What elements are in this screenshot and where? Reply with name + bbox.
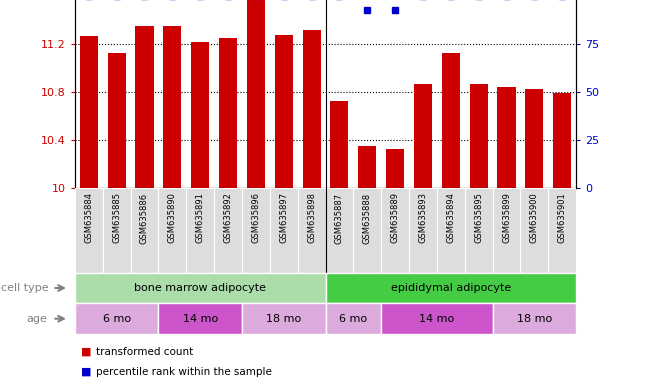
Bar: [520, 188, 548, 273]
Bar: [326, 188, 353, 273]
Bar: [163, 26, 182, 188]
Bar: [358, 146, 376, 188]
Text: 18 mo: 18 mo: [266, 314, 301, 324]
Bar: [79, 36, 98, 188]
Text: cell type: cell type: [1, 283, 48, 293]
Bar: [469, 84, 488, 188]
Bar: [326, 273, 576, 303]
Bar: [75, 303, 158, 334]
Text: GSM635901: GSM635901: [558, 192, 567, 243]
Text: GSM635888: GSM635888: [363, 192, 372, 243]
Bar: [219, 38, 237, 188]
Bar: [75, 273, 326, 303]
Text: GSM635886: GSM635886: [140, 192, 149, 243]
Text: ■: ■: [81, 346, 92, 357]
Text: GSM635894: GSM635894: [447, 192, 455, 243]
Bar: [437, 188, 465, 273]
Bar: [186, 188, 214, 273]
Text: epididymal adipocyte: epididymal adipocyte: [391, 283, 511, 293]
Text: percentile rank within the sample: percentile rank within the sample: [96, 366, 271, 377]
Text: 6 mo: 6 mo: [103, 314, 131, 324]
Bar: [242, 303, 326, 334]
Bar: [553, 93, 572, 188]
Text: GSM635900: GSM635900: [530, 192, 539, 243]
Text: GSM635896: GSM635896: [251, 192, 260, 243]
Bar: [158, 188, 186, 273]
Bar: [525, 89, 544, 188]
Bar: [303, 30, 321, 188]
Bar: [191, 42, 209, 188]
Text: age: age: [26, 314, 47, 324]
Text: GSM635885: GSM635885: [112, 192, 121, 243]
Bar: [493, 188, 520, 273]
Bar: [298, 188, 326, 273]
Bar: [353, 188, 381, 273]
Bar: [247, 0, 265, 188]
Text: GSM635899: GSM635899: [502, 192, 511, 243]
Bar: [497, 87, 516, 188]
Bar: [242, 188, 270, 273]
Bar: [381, 303, 493, 334]
Bar: [330, 101, 348, 188]
Bar: [270, 188, 298, 273]
Text: 18 mo: 18 mo: [517, 314, 552, 324]
Text: GSM635892: GSM635892: [223, 192, 232, 243]
Text: 6 mo: 6 mo: [339, 314, 367, 324]
Bar: [214, 188, 242, 273]
Bar: [442, 53, 460, 188]
Text: GSM635895: GSM635895: [474, 192, 483, 243]
Bar: [135, 26, 154, 188]
Text: GSM635891: GSM635891: [196, 192, 204, 243]
Bar: [465, 188, 493, 273]
Bar: [103, 188, 131, 273]
Text: bone marrow adipocyte: bone marrow adipocyte: [134, 283, 266, 293]
Text: GSM635887: GSM635887: [335, 192, 344, 243]
Text: 14 mo: 14 mo: [182, 314, 218, 324]
Bar: [386, 149, 404, 188]
Bar: [548, 188, 576, 273]
Bar: [158, 303, 242, 334]
Text: 14 mo: 14 mo: [419, 314, 454, 324]
Bar: [107, 53, 126, 188]
Text: GSM635893: GSM635893: [419, 192, 428, 243]
Bar: [131, 188, 158, 273]
Text: ■: ■: [81, 366, 92, 377]
Bar: [409, 188, 437, 273]
Text: GSM635898: GSM635898: [307, 192, 316, 243]
Text: GSM635889: GSM635889: [391, 192, 400, 243]
Text: GSM635890: GSM635890: [168, 192, 177, 243]
Bar: [414, 84, 432, 188]
Bar: [75, 188, 103, 273]
Bar: [381, 188, 409, 273]
Bar: [326, 303, 381, 334]
Bar: [275, 35, 293, 188]
Bar: [493, 303, 576, 334]
Text: transformed count: transformed count: [96, 346, 193, 357]
Text: GSM635884: GSM635884: [84, 192, 93, 243]
Text: GSM635897: GSM635897: [279, 192, 288, 243]
